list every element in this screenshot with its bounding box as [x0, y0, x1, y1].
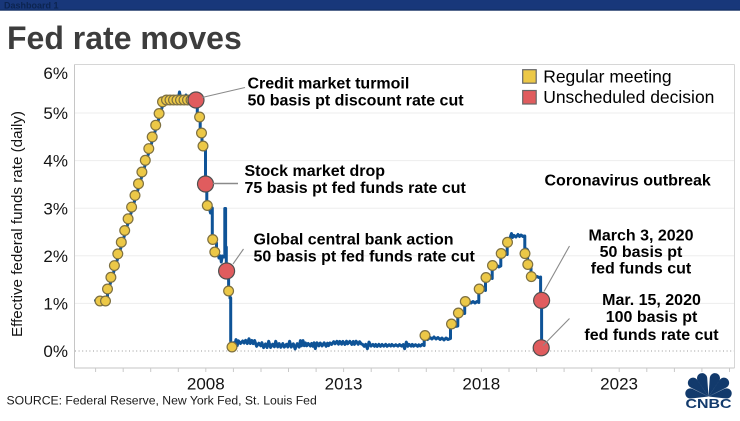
svg-text:Stock market drop: Stock market drop	[245, 163, 386, 180]
svg-text:50 basis pt fed funds rate cut: 50 basis pt fed funds rate cut	[254, 249, 476, 266]
svg-text:0%: 0%	[43, 342, 68, 361]
svg-text:Mar. 15, 2020: Mar. 15, 2020	[602, 292, 701, 309]
svg-text:SOURCE: Federal Reserve, New Y: SOURCE: Federal Reserve, New York Fed, S…	[7, 394, 317, 408]
svg-text:50 basis pt discount rate cut: 50 basis pt discount rate cut	[248, 93, 465, 110]
svg-text:fed funds rate cut: fed funds rate cut	[584, 327, 719, 344]
svg-text:6%: 6%	[43, 64, 68, 83]
svg-text:2018: 2018	[462, 375, 500, 394]
svg-text:100 basis pt: 100 basis pt	[606, 309, 698, 326]
svg-text:1%: 1%	[43, 295, 68, 314]
svg-text:4%: 4%	[43, 152, 68, 171]
svg-text:Credit market turmoil: Credit market turmoil	[248, 76, 410, 93]
svg-text:Global central bank action: Global central bank action	[254, 232, 454, 249]
svg-text:75 basis pt fed funds rate cut: 75 basis pt fed funds rate cut	[245, 180, 467, 197]
svg-text:2008: 2008	[187, 375, 225, 394]
svg-text:fed funds cut: fed funds cut	[591, 261, 692, 278]
svg-text:50 basis pt: 50 basis pt	[600, 244, 683, 261]
svg-text:2013: 2013	[325, 375, 363, 394]
svg-text:5%: 5%	[43, 104, 68, 123]
svg-text:3%: 3%	[43, 199, 68, 218]
svg-text:2023: 2023	[600, 375, 638, 394]
svg-text:CNBC: CNBC	[686, 396, 733, 411]
svg-text:Unscheduled decision: Unscheduled decision	[543, 87, 714, 107]
svg-text:Fed rate moves: Fed rate moves	[7, 20, 242, 56]
svg-text:Dashboard 1: Dashboard 1	[4, 1, 59, 11]
svg-text:2%: 2%	[43, 247, 68, 266]
svg-text:Regular meeting: Regular meeting	[543, 66, 671, 86]
svg-text:March 3, 2020: March 3, 2020	[589, 228, 694, 245]
svg-text:Coronavirus outbreak: Coronavirus outbreak	[545, 173, 711, 190]
svg-text:Effective federal funds rate (: Effective federal funds rate (daily)	[9, 111, 26, 337]
